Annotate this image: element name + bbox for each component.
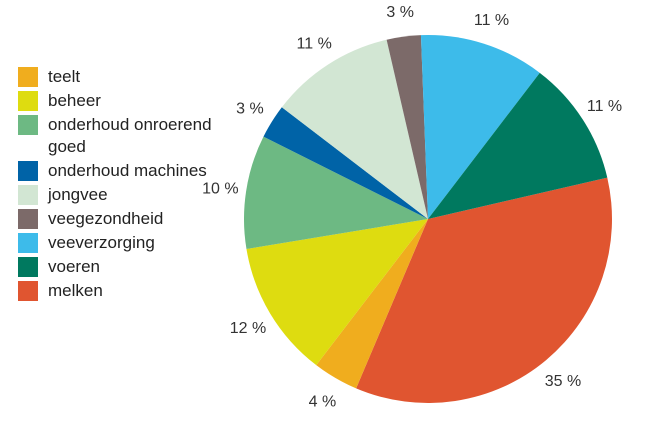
legend-item: veeverzorging [18, 232, 218, 254]
slice-value-label: 11 % [587, 98, 622, 115]
slice-value-label: 3 % [386, 4, 414, 21]
legend-item: onderhoud onroerend goed [18, 114, 218, 158]
legend-label: veegezondheid [48, 208, 163, 230]
legend-label: onderhoud onroerend goed [48, 114, 218, 158]
slice-value-label: 11 % [474, 12, 509, 29]
legend-swatch [18, 281, 38, 301]
slice-value-label: 11 % [297, 36, 332, 53]
legend-label: voeren [48, 256, 100, 278]
legend-item: veegezondheid [18, 208, 218, 230]
legend-label: teelt [48, 66, 80, 88]
legend-label: onderhoud machines [48, 160, 207, 182]
legend-swatch [18, 257, 38, 277]
pie-slices [244, 35, 612, 403]
legend-item: jongvee [18, 184, 218, 206]
legend-label: melken [48, 280, 103, 302]
legend-item: melken [18, 280, 218, 302]
legend: teelt beheer onderhoud onroerend goed onder… [18, 66, 218, 304]
slice-value-label: 3 % [236, 101, 264, 118]
legend-swatch [18, 91, 38, 111]
slice-value-label: 4 % [309, 394, 337, 411]
legend-item: teelt [18, 66, 218, 88]
legend-label: jongvee [48, 184, 108, 206]
legend-swatch [18, 161, 38, 181]
legend-swatch [18, 115, 38, 135]
legend-label: beheer [48, 90, 101, 112]
legend-swatch [18, 209, 38, 229]
slice-value-label: 12 % [230, 320, 266, 337]
legend-item: voeren [18, 256, 218, 278]
legend-swatch [18, 67, 38, 87]
legend-item: beheer [18, 90, 218, 112]
slice-value-label: 35 % [545, 373, 581, 390]
legend-label: veeverzorging [48, 232, 155, 254]
legend-item: onderhoud machines [18, 160, 218, 182]
legend-swatch [18, 233, 38, 253]
legend-swatch [18, 185, 38, 205]
